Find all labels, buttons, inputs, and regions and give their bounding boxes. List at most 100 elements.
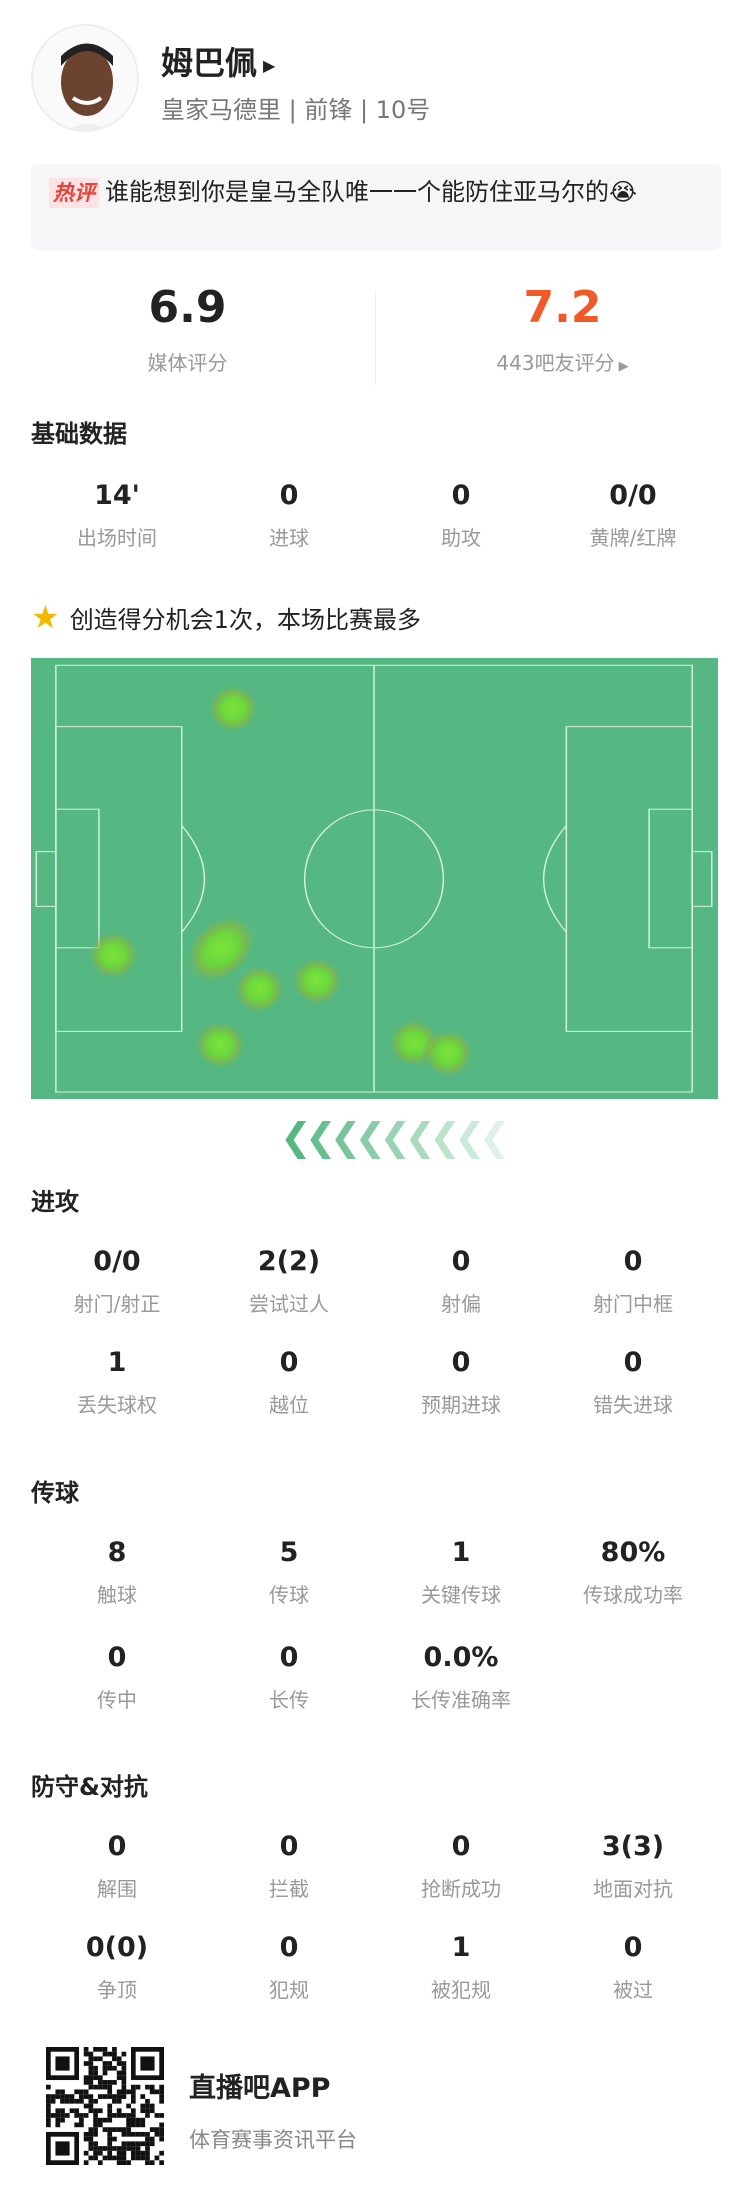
stat-cell: 0 越位 [203, 1347, 375, 1418]
media-rating-value: 6.9 [148, 282, 227, 333]
stat-value: 1 [107, 1347, 127, 1378]
stat-label: 出场时间 [77, 526, 157, 550]
chevron-left-icon: ❮ [453, 1115, 486, 1159]
stat-label: 助攻 [441, 526, 481, 550]
stat-label: 射门中框 [593, 1292, 673, 1316]
qr-code[interactable] [46, 2047, 164, 2165]
stat-label: 地面对抗 [593, 1877, 673, 1901]
hot-comment-text: 谁能想到你是皇马全队唯一一个能防住亚马尔的 [105, 178, 609, 206]
stat-label: 抢断成功 [421, 1877, 501, 1901]
stat-cell: 0 解围 [31, 1831, 203, 1902]
stat-label: 进球 [269, 526, 309, 550]
stat-cell: 0 犯规 [203, 1932, 375, 2003]
stat-value: 0 [279, 1932, 299, 1963]
stat-label: 触球 [97, 1583, 137, 1607]
defense-stats-row1: 0 解围 0 拦截 0 抢断成功 3(3) 地面对抗 [31, 1831, 719, 1902]
player-avatar[interactable] [31, 24, 139, 132]
fan-rating[interactable]: 7.2 443吧友评分 ▶ [375, 282, 750, 376]
basic-stats: 14' 出场时间 0 进球 0 助攻 0/0 黄牌/红牌 [31, 480, 719, 551]
stat-value: 0 [279, 480, 299, 511]
stat-label: 被犯规 [431, 1978, 491, 2002]
stat-label: 尝试过人 [249, 1292, 329, 1316]
highlight-line: ★ 创造得分机会1次，本场比赛最多 [31, 598, 421, 636]
stat-cell: 0/0 射门/射正 [31, 1246, 203, 1317]
player-name[interactable]: 姆巴佩 ▶ [161, 38, 275, 84]
stat-cell: 0 助攻 [375, 480, 547, 551]
stat-value: 2(2) [257, 1246, 321, 1277]
stat-cell: 1 丢失球权 [31, 1347, 203, 1418]
stat-label: 犯规 [269, 1978, 309, 2002]
stat-value: 0 [279, 1347, 299, 1378]
stat-cell: 3(3) 地面对抗 [547, 1831, 719, 1902]
stat-label: 解围 [97, 1877, 137, 1901]
media-rating: 6.9 媒体评分 [0, 282, 375, 376]
stat-cell: 0 抢断成功 [375, 1831, 547, 1902]
stat-value: 0 [623, 1246, 643, 1277]
chevron-left-icon: ❮ [354, 1115, 387, 1159]
stat-label: 预期进球 [421, 1393, 501, 1417]
stat-value: 0 [451, 1347, 471, 1378]
stat-label: 黄牌/红牌 [589, 526, 677, 550]
stat-value: 0 [107, 1831, 127, 1862]
stat-cell: 0 进球 [203, 480, 375, 551]
chevron-left-icon: ❮ [478, 1115, 511, 1159]
stat-cell: 0 拦截 [203, 1831, 375, 1902]
passing-stats-row2: 0 传中 0 长传 0.0% 长传准确率 [31, 1642, 719, 1713]
stat-cell: 1 关键传球 [375, 1537, 547, 1608]
chevron-left-icon: ❮ [404, 1115, 437, 1159]
media-rating-label: 媒体评分 [147, 351, 228, 375]
section-title-passing: 传球 [31, 1479, 79, 1507]
section-title-basic: 基础数据 [31, 420, 127, 448]
stat-cell: 2(2) 尝试过人 [203, 1246, 375, 1317]
stat-cell: 5 传球 [203, 1537, 375, 1608]
stat-label: 传中 [97, 1688, 137, 1712]
stat-cell: 1 被犯规 [375, 1932, 547, 2003]
stat-cell: 0 被过 [547, 1932, 719, 2003]
stat-value: 14' [94, 480, 140, 511]
heat-spot [207, 683, 260, 734]
stat-value: 0 [107, 1642, 127, 1673]
stat-value: 0 [451, 1246, 471, 1277]
app-name: 直播吧APP [189, 2073, 331, 2104]
heat-spot [87, 930, 140, 981]
stat-label: 被过 [613, 1978, 653, 2002]
stat-label: 争顶 [97, 1978, 137, 2002]
heat-spot [193, 1020, 247, 1070]
stat-cell: 0/0 黄牌/红牌 [547, 480, 719, 551]
stat-value: 0 [623, 1347, 643, 1378]
chevron-left-icon: ❮ [429, 1115, 461, 1159]
section-title-attack: 进攻 [31, 1188, 79, 1216]
app-tagline: 体育赛事资讯平台 [189, 2128, 357, 2152]
hot-comment[interactable]: 热评 谁能想到你是皇马全队唯一一个能防住亚马尔的😭 [31, 164, 721, 250]
stat-cell: 0 长传 [203, 1642, 375, 1713]
stat-label: 传球成功率 [583, 1583, 683, 1607]
pitch-lines [35, 664, 713, 1093]
stat-value: 0 [451, 480, 471, 511]
stat-cell: 14' 出场时间 [31, 480, 203, 551]
hot-comment-tag: 热评 [49, 178, 99, 208]
stat-value: 0(0) [85, 1932, 149, 1963]
chevron-left-icon: ❮ [329, 1115, 362, 1159]
stat-cell: 8 触球 [31, 1537, 203, 1608]
stat-cell: 80% 传球成功率 [547, 1537, 719, 1608]
stat-label: 传球 [269, 1583, 309, 1607]
heatmap-pitch [31, 658, 718, 1099]
passing-stats-row1: 8 触球 5 传球 1 关键传球 80% 传球成功率 [31, 1537, 719, 1608]
stat-value: 0/0 [609, 480, 657, 511]
stat-value: 0/0 [93, 1246, 141, 1277]
rating-divider [375, 290, 376, 385]
stat-value: 3(3) [601, 1831, 665, 1862]
attack-stats-row2: 1 丢失球权 0 越位 0 预期进球 0 错失进球 [31, 1347, 719, 1418]
attack-stats-row1: 0/0 射门/射正 2(2) 尝试过人 0 射偏 0 射门中框 [31, 1246, 719, 1317]
stat-value: 1 [451, 1537, 471, 1568]
crying-emoji-icon: 😭 [609, 178, 638, 206]
stat-label: 长传 [269, 1688, 309, 1712]
stat-label: 长传准确率 [411, 1688, 511, 1712]
stat-cell: 0 传中 [31, 1642, 203, 1713]
stat-cell: 0 错失进球 [547, 1347, 719, 1418]
highlight-text: 创造得分机会1次，本场比赛最多 [69, 605, 421, 634]
stat-label: 越位 [269, 1393, 309, 1417]
stat-value: 5 [279, 1537, 299, 1568]
chevron-left-icon: ❮ [304, 1115, 337, 1159]
heat-spot [185, 913, 258, 985]
